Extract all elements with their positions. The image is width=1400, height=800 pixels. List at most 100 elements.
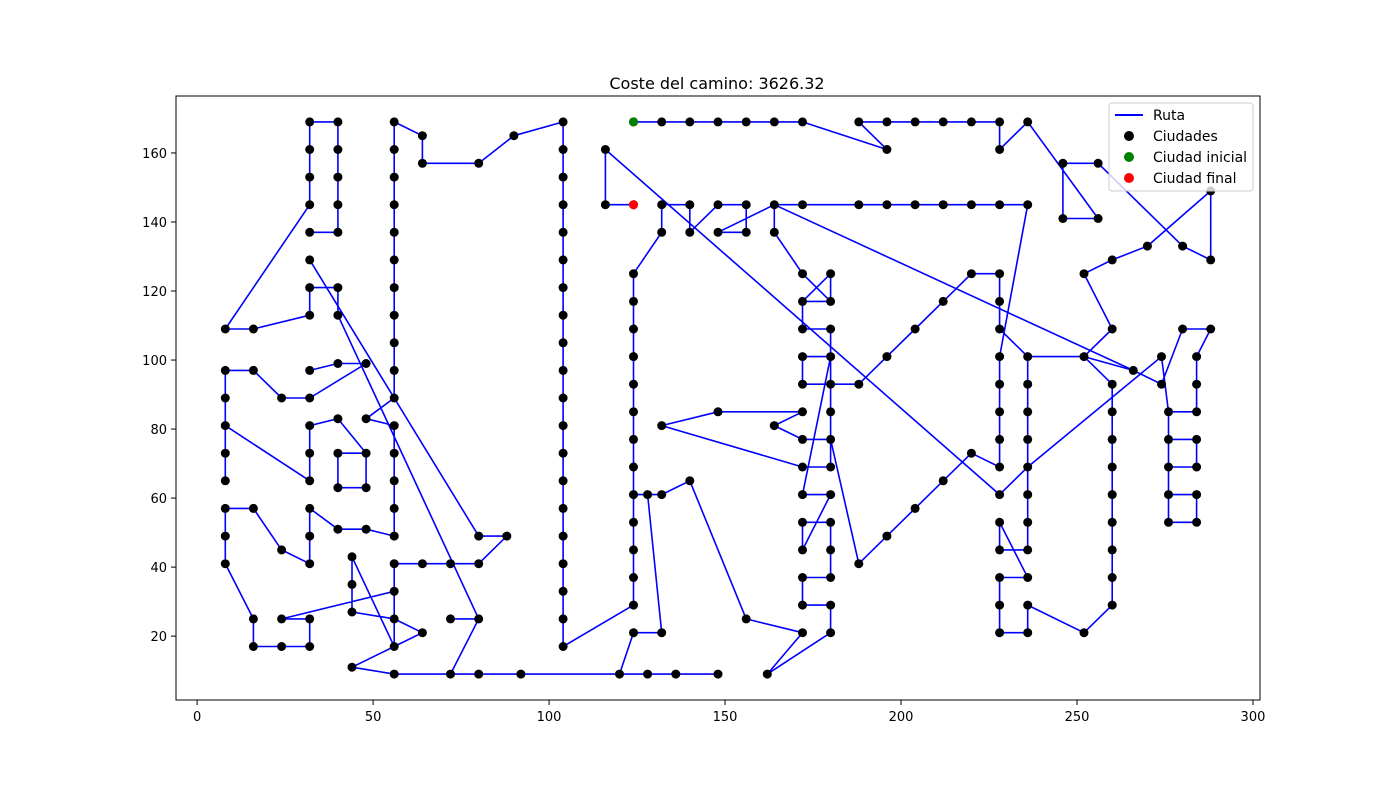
city-point	[798, 545, 807, 555]
city-point	[248, 614, 258, 624]
city-point	[558, 614, 568, 624]
city-point	[1079, 628, 1089, 638]
city-point	[882, 145, 892, 154]
city-point	[826, 545, 836, 555]
city-point	[347, 579, 357, 589]
city-point	[1023, 462, 1033, 472]
route-segment-3	[309, 259, 508, 592]
city-point	[1178, 241, 1188, 251]
city-point	[305, 476, 315, 486]
city-point	[995, 573, 1005, 582]
city-point	[333, 172, 343, 182]
city-point	[509, 131, 519, 141]
city-point	[798, 324, 807, 334]
legend-start-label: Ciudad inicial	[1153, 150, 1247, 166]
axes-frame	[175, 95, 1261, 701]
city-point	[277, 393, 287, 403]
city-point	[995, 145, 1005, 154]
city-point	[277, 642, 287, 651]
city-point	[1157, 379, 1166, 389]
city-point	[558, 365, 568, 375]
city-point	[910, 503, 920, 513]
city-point	[1206, 255, 1216, 265]
city-point	[629, 600, 638, 610]
city-point	[685, 227, 695, 237]
city-point	[305, 227, 315, 237]
city-point	[361, 414, 371, 424]
city-point	[220, 448, 230, 458]
end-city-point	[629, 200, 639, 210]
city-point	[1164, 490, 1173, 500]
city-point	[389, 448, 399, 458]
city-point	[305, 559, 315, 569]
city-point	[854, 559, 864, 569]
city-point	[220, 421, 230, 431]
city-point	[361, 359, 371, 368]
city-point	[1023, 517, 1033, 527]
city-point	[1079, 269, 1089, 279]
city-point	[643, 490, 653, 500]
city-point	[600, 145, 610, 154]
y-tick-label: 140	[142, 216, 167, 231]
city-point	[657, 200, 667, 210]
city-point	[305, 448, 315, 458]
city-point	[826, 324, 836, 334]
city-point	[220, 365, 230, 375]
city-point	[1023, 573, 1033, 582]
city-point	[1164, 434, 1173, 444]
city-point	[629, 573, 638, 582]
city-point	[389, 559, 399, 569]
city-point	[798, 352, 807, 362]
city-point	[389, 227, 399, 237]
city-point	[389, 642, 399, 651]
city-point	[558, 393, 568, 403]
city-point	[1107, 462, 1117, 472]
city-point	[741, 614, 751, 624]
city-point	[995, 379, 1005, 389]
city-point	[248, 365, 258, 375]
city-point	[1107, 379, 1117, 389]
city-point	[305, 365, 315, 375]
city-point	[826, 296, 836, 306]
city-point	[882, 531, 892, 541]
city-point	[446, 614, 455, 624]
city-point	[995, 490, 1005, 500]
city-point	[1192, 517, 1202, 527]
x-tick-label: 0	[193, 710, 201, 725]
city-point	[333, 283, 343, 293]
city-point	[1023, 490, 1033, 500]
city-point	[277, 545, 287, 555]
city-point	[558, 283, 568, 293]
city-point	[389, 421, 399, 431]
city-point	[741, 227, 751, 237]
city-point	[629, 352, 638, 362]
city-point	[826, 379, 836, 389]
city-point	[305, 145, 315, 154]
city-point	[769, 200, 779, 210]
route-segment-1	[224, 121, 1029, 675]
city-point	[1023, 200, 1033, 210]
city-point	[713, 200, 723, 210]
city-point	[389, 200, 399, 210]
city-point	[1023, 352, 1033, 362]
city-point	[629, 269, 638, 279]
city-point	[220, 476, 230, 486]
city-point	[389, 145, 399, 154]
city-point	[938, 476, 948, 486]
city-point	[826, 434, 836, 444]
city-point	[474, 614, 484, 624]
city-point	[657, 421, 667, 431]
city-point	[657, 628, 667, 638]
city-point	[826, 517, 836, 527]
city-point	[629, 628, 638, 638]
city-point	[305, 255, 315, 265]
city-point	[333, 448, 343, 458]
x-tick-label: 300	[1241, 710, 1266, 725]
city-point	[629, 517, 638, 527]
city-point	[769, 227, 779, 237]
city-point	[333, 227, 343, 237]
city-point	[995, 269, 1005, 279]
city-point	[1192, 490, 1202, 500]
city-point	[389, 503, 399, 513]
city-point	[995, 296, 1005, 306]
